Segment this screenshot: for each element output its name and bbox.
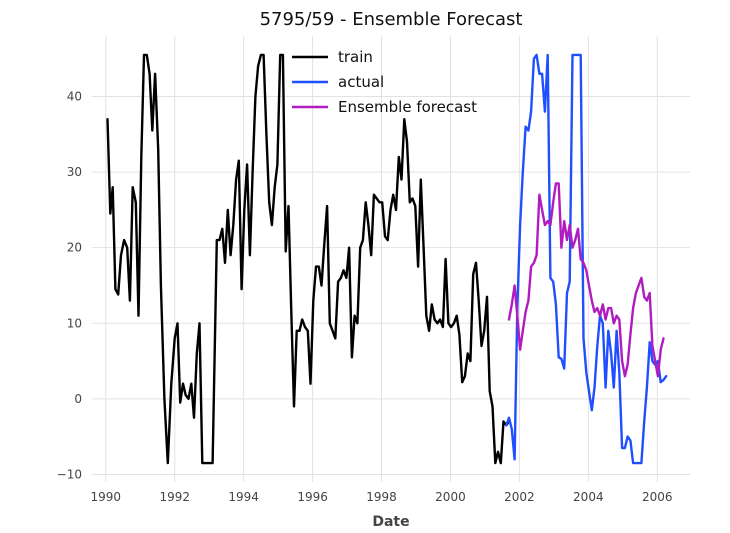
x-tick-label: 2000 bbox=[435, 490, 466, 504]
y-tick-labels: −10 0 10 20 30 40 bbox=[57, 89, 82, 481]
legend: train actual Ensemble forecast bbox=[292, 48, 477, 116]
y-tick-label: 0 bbox=[74, 392, 82, 406]
y-tick-label: 30 bbox=[67, 165, 82, 179]
x-tick-labels: 1990 1992 1994 1996 1998 2000 2002 2004 2006 bbox=[91, 490, 673, 504]
series-lines bbox=[106, 53, 668, 465]
x-tick-label: 1998 bbox=[366, 490, 397, 504]
x-tick-label: 1990 bbox=[91, 490, 122, 504]
legend-label: Ensemble forecast bbox=[338, 98, 477, 116]
x-tick-label: 1996 bbox=[297, 490, 328, 504]
x-tick-label: 2006 bbox=[642, 490, 673, 504]
series-line-train bbox=[106, 53, 511, 465]
x-tick-label: 1994 bbox=[228, 490, 259, 504]
legend-label: actual bbox=[338, 73, 384, 91]
y-tick-label: 40 bbox=[67, 89, 82, 103]
x-axis-label: Date bbox=[372, 514, 409, 530]
x-tick-label: 2002 bbox=[504, 490, 535, 504]
y-tick-label: −10 bbox=[57, 467, 82, 481]
series-line-ensemble-forecast bbox=[507, 182, 665, 378]
y-tick-label: 20 bbox=[67, 241, 82, 255]
legend-label: train bbox=[338, 48, 373, 66]
x-tick-label: 2004 bbox=[573, 490, 604, 504]
y-tick-label: 10 bbox=[67, 316, 82, 330]
chart-title: 5795/59 - Ensemble Forecast bbox=[260, 9, 523, 30]
series-line-actual bbox=[505, 53, 668, 465]
x-tick-label: 1992 bbox=[159, 490, 190, 504]
